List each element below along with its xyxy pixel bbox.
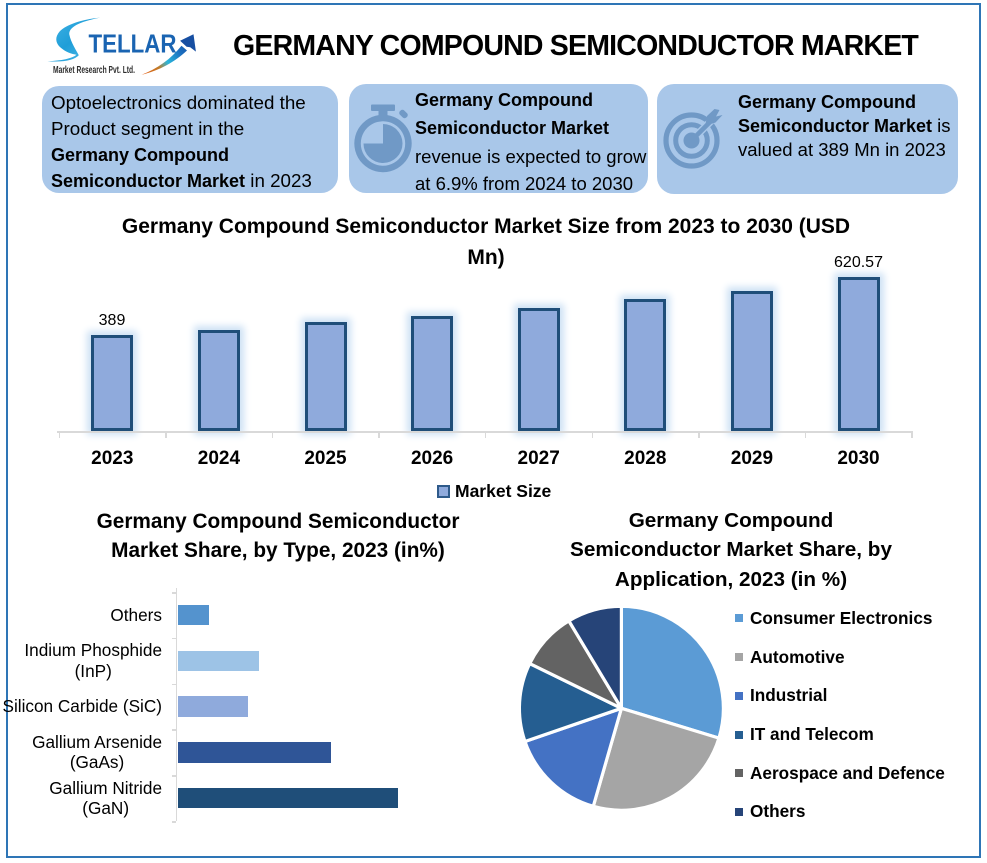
svg-text:TELLAR: TELLAR bbox=[89, 29, 177, 59]
svg-text:Market Research Pvt. Ltd.: Market Research Pvt. Ltd. bbox=[53, 65, 135, 76]
